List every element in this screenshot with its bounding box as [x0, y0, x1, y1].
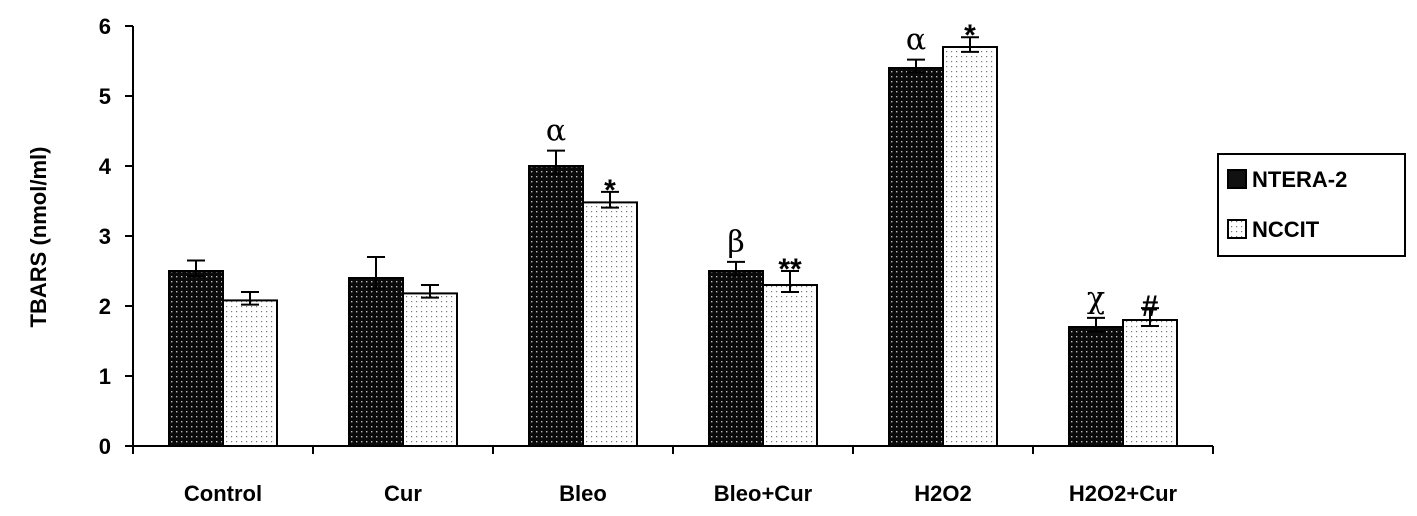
category-label: H2O2	[914, 481, 971, 506]
y-tick-labels: 0 1 2 3 4 5 6	[99, 14, 112, 459]
bar-ntera2	[168, 270, 224, 447]
significance-annotation: α	[546, 114, 566, 149]
y-tick-label: 0	[99, 434, 111, 459]
axes	[125, 25, 1214, 454]
bar-nccit	[942, 46, 998, 447]
significance-annotation: **	[778, 253, 802, 286]
bar-nccit	[222, 299, 278, 447]
bars-group: α * β ** α * χ #	[168, 19, 1178, 447]
y-tick-label: 3	[99, 224, 111, 249]
significance-annotation: α	[906, 23, 926, 58]
category-label: Cur	[384, 481, 422, 506]
significance-annotation: *	[964, 19, 976, 52]
category-label: Bleo+Cur	[714, 481, 813, 506]
bar-nccit	[762, 284, 818, 447]
legend-swatch	[1227, 219, 1247, 239]
significance-annotation: *	[604, 174, 616, 207]
bar-ntera2	[888, 67, 944, 447]
category-label: H2O2+Cur	[1069, 481, 1178, 506]
legend-label: NTERA-2	[1252, 167, 1347, 192]
bar-ntera2	[348, 277, 404, 447]
bar-nccit	[1122, 319, 1178, 447]
significance-annotation: β	[727, 225, 744, 260]
category-label: Control	[184, 481, 262, 506]
significance-annotation: #	[1142, 290, 1159, 323]
bar-ntera2	[528, 165, 584, 447]
y-axis-title: TBARS (nmol/ml)	[26, 147, 51, 328]
category-label: Bleo	[559, 481, 607, 506]
y-tick-label: 1	[99, 364, 111, 389]
category-labels: Control Cur Bleo Bleo+Cur H2O2 H2O2+Cur	[184, 481, 1178, 506]
bar-nccit	[402, 292, 458, 447]
legend-swatch	[1227, 169, 1247, 189]
y-tick-label: 6	[99, 14, 111, 39]
legend-box	[1217, 153, 1406, 257]
bar-nccit	[582, 201, 638, 447]
y-tick-label: 5	[99, 84, 111, 109]
legend: NTERA-2 NCCIT	[1217, 153, 1406, 257]
legend-label: NCCIT	[1252, 217, 1320, 242]
significance-annotation: χ	[1087, 281, 1105, 316]
y-tick-label: 2	[99, 294, 111, 319]
bar-ntera2	[1068, 326, 1124, 447]
bar-ntera2	[708, 270, 764, 447]
y-tick-label: 4	[99, 154, 112, 179]
